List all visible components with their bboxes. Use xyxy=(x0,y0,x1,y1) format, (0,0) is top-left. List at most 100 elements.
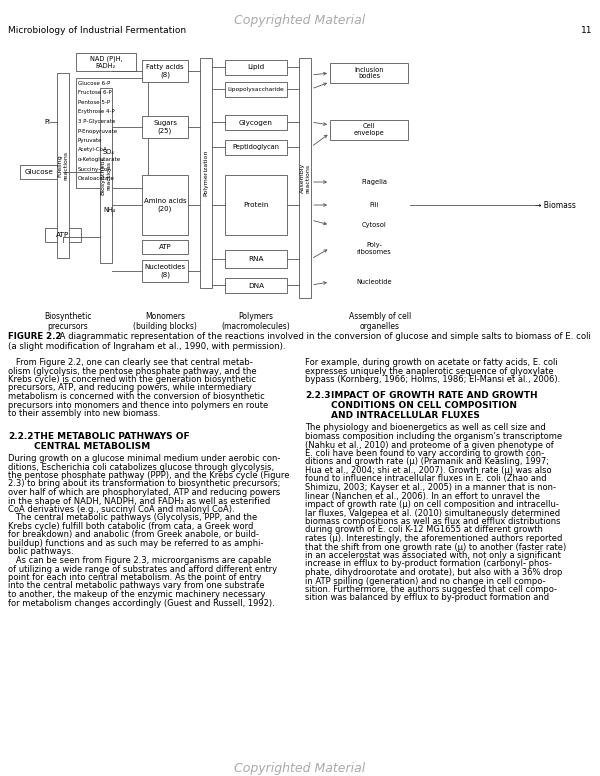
Text: Sugars
(25): Sugars (25) xyxy=(153,120,177,133)
Bar xyxy=(20,165,58,179)
Text: Glycogen: Glycogen xyxy=(239,120,273,126)
Text: α-Ketoglutarate: α-Ketoglutarate xyxy=(78,157,121,162)
Text: 2.3) to bring about its transformation to biosynthetic precursors;: 2.3) to bring about its transformation t… xyxy=(8,480,280,489)
Text: in ATP spilling (generation) and no change in cell compo-: in ATP spilling (generation) and no chan… xyxy=(305,577,545,586)
Text: 2.2.3: 2.2.3 xyxy=(305,392,331,400)
Text: NAD (P)H,
FADH₂: NAD (P)H, FADH₂ xyxy=(89,55,122,69)
Text: metabolism is concerned with the conversion of biosynthetic: metabolism is concerned with the convers… xyxy=(8,392,265,401)
Text: Assembly of cell
organelles: Assembly of cell organelles xyxy=(349,312,411,331)
Text: THE METABOLIC PATHWAYS OF: THE METABOLIC PATHWAYS OF xyxy=(34,432,190,441)
Text: Peptidoglycan: Peptidoglycan xyxy=(233,144,280,151)
Bar xyxy=(299,58,311,298)
Text: 3 P-Glycerate: 3 P-Glycerate xyxy=(78,119,115,124)
Text: sition. Furthermore, the authors suggested that cell compo-: sition. Furthermore, the authors suggest… xyxy=(305,585,557,594)
Text: AND INTRACELLULAR FLUXES: AND INTRACELLULAR FLUXES xyxy=(331,411,480,421)
Text: ATP: ATP xyxy=(56,232,70,238)
Text: precursors, ATP, and reducing powers, while intermediary: precursors, ATP, and reducing powers, wh… xyxy=(8,383,252,393)
Text: Lipid: Lipid xyxy=(247,64,265,71)
Text: RNA: RNA xyxy=(248,256,264,262)
Text: IMPACT OF GROWTH RATE AND GROWTH: IMPACT OF GROWTH RATE AND GROWTH xyxy=(331,392,538,400)
Text: in the shape of NADH, NADPH, and FADH₂ as well as esterified: in the shape of NADH, NADPH, and FADH₂ a… xyxy=(8,497,270,505)
Text: Nucleotides
(8): Nucleotides (8) xyxy=(145,265,185,278)
Text: Fueling
reactions: Fueling reactions xyxy=(58,151,68,180)
Text: rates (μ). Interestingly, the aforementioned authors reported: rates (μ). Interestingly, the aforementi… xyxy=(305,534,562,543)
Text: Hua et al., 2004; shi et al., 2007). Growth rate (μ) was also: Hua et al., 2004; shi et al., 2007). Gro… xyxy=(305,466,551,475)
Text: CENTRAL METABOLISM: CENTRAL METABOLISM xyxy=(34,442,150,451)
Text: the pentose phosphate pathway (PPP), and the Krebs cycle (Figure: the pentose phosphate pathway (PPP), and… xyxy=(8,471,290,480)
Text: (Nahku et al., 2010) and proteome of a given phenotype of: (Nahku et al., 2010) and proteome of a g… xyxy=(305,441,554,449)
Text: for breakdown) and anabolic (from Greek anabole, or build-: for breakdown) and anabolic (from Greek … xyxy=(8,531,259,539)
Bar xyxy=(225,250,287,268)
Bar xyxy=(225,278,287,293)
Text: FIGURE 2.2: FIGURE 2.2 xyxy=(8,332,62,341)
Bar xyxy=(225,60,287,75)
Text: CoA derivatives (e.g., succinyl CoA and malonyl CoA).: CoA derivatives (e.g., succinyl CoA and … xyxy=(8,505,235,514)
Text: lar fluxes, Valgepea et al. (2010) simultaneously determined: lar fluxes, Valgepea et al. (2010) simul… xyxy=(305,508,560,518)
Text: → Biomass: → Biomass xyxy=(535,200,576,210)
Bar xyxy=(330,63,408,83)
Text: Fatty acids
(8): Fatty acids (8) xyxy=(146,64,184,78)
Text: Acetyl-CoA: Acetyl-CoA xyxy=(78,147,108,153)
Text: Polymers
(macromolecules): Polymers (macromolecules) xyxy=(221,312,290,331)
Text: During growth on a glucose minimal medium under aerobic con-: During growth on a glucose minimal mediu… xyxy=(8,454,280,463)
Text: sition was balanced by efflux to by-product formation and: sition was balanced by efflux to by-prod… xyxy=(305,594,549,602)
Text: Cell
envelope: Cell envelope xyxy=(353,123,385,137)
Text: Erythrose 4-P: Erythrose 4-P xyxy=(78,109,115,115)
Text: Monomers
(building blocks): Monomers (building blocks) xyxy=(133,312,197,331)
Text: found to influence intracellular fluxes in E. coli (Zhao and: found to influence intracellular fluxes … xyxy=(305,474,547,483)
Text: Succiny-CoA: Succiny-CoA xyxy=(78,167,112,171)
Bar xyxy=(200,58,212,288)
Text: DNA: DNA xyxy=(248,282,264,289)
Text: Biosynthetic
precursors: Biosynthetic precursors xyxy=(44,312,92,331)
Bar xyxy=(76,53,136,71)
Text: phate, dihydroorotate and orotate), but also with a 36% drop: phate, dihydroorotate and orotate), but … xyxy=(305,568,562,577)
Text: of utilizing a wide range of substrates and afford different entry: of utilizing a wide range of substrates … xyxy=(8,564,277,573)
Bar xyxy=(225,140,287,155)
Text: CONDITIONS ON CELL COMPOSITION: CONDITIONS ON CELL COMPOSITION xyxy=(331,401,517,411)
Text: Protein: Protein xyxy=(244,202,269,208)
Text: precursors into monomers and thence into polymers en route: precursors into monomers and thence into… xyxy=(8,400,268,410)
Text: For example, during growth on acetate or fatty acids, E. coli: For example, during growth on acetate or… xyxy=(305,358,558,367)
Text: bypass (Kornberg, 1966; Holms, 1986; El-Mansi et al., 2006).: bypass (Kornberg, 1966; Holms, 1986; El-… xyxy=(305,375,560,384)
Text: Glucose: Glucose xyxy=(25,169,53,175)
Text: for metabolism changes accordingly (Guest and Russell, 1992).: for metabolism changes accordingly (Gues… xyxy=(8,598,275,608)
Text: buildup) functions and as such may be referred to as amphi-: buildup) functions and as such may be re… xyxy=(8,539,263,548)
Text: Biosynthetic
reactions: Biosynthetic reactions xyxy=(101,156,112,195)
Text: Amino acids
(20): Amino acids (20) xyxy=(143,198,187,212)
Text: during growth of E. coli K-12 MG1655 at different growth: during growth of E. coli K-12 MG1655 at … xyxy=(305,525,543,535)
Text: P-Enopyruvate: P-Enopyruvate xyxy=(78,129,118,133)
Text: The physiology and bioenergetics as well as cell size and: The physiology and bioenergetics as well… xyxy=(305,424,546,432)
Bar xyxy=(76,78,148,188)
Text: impact of growth rate (μ) on cell composition and intracellu-: impact of growth rate (μ) on cell compos… xyxy=(305,500,559,509)
Bar xyxy=(225,115,287,130)
Bar xyxy=(142,175,188,235)
Bar xyxy=(225,175,287,235)
Text: Lipopolysaccharide: Lipopolysaccharide xyxy=(227,87,284,92)
Text: Pili: Pili xyxy=(369,202,379,208)
Text: Assembly
reactions: Assembly reactions xyxy=(299,163,310,193)
Text: Polymerization: Polymerization xyxy=(203,150,209,196)
Text: over half of which are phosphorylated, ATP and reducing powers: over half of which are phosphorylated, A… xyxy=(8,488,280,497)
Bar xyxy=(142,60,188,82)
Text: Pi: Pi xyxy=(44,119,50,125)
Text: Krebs cycle) is concerned with the generation biosynthetic: Krebs cycle) is concerned with the gener… xyxy=(8,375,256,384)
Text: Copyrighted Material: Copyrighted Material xyxy=(235,762,365,775)
Text: Poly-
ribosomes: Poly- ribosomes xyxy=(356,241,391,255)
Text: bolic pathways.: bolic pathways. xyxy=(8,548,74,556)
Text: ditions, Escherichia coli catabolizes glucose through glycolysis,: ditions, Escherichia coli catabolizes gl… xyxy=(8,462,274,472)
Text: From Figure 2.2, one can clearly see that central metab-: From Figure 2.2, one can clearly see tha… xyxy=(8,358,253,367)
Bar xyxy=(57,73,69,258)
Text: Microbiology of Industrial Fermentation: Microbiology of Industrial Fermentation xyxy=(8,26,186,35)
Bar xyxy=(142,240,188,254)
Text: ATP: ATP xyxy=(158,244,172,250)
Bar xyxy=(142,260,188,282)
Bar xyxy=(45,228,81,242)
Text: biomass compositions as well as flux and efflux distributions: biomass compositions as well as flux and… xyxy=(305,517,560,526)
Bar xyxy=(225,82,287,97)
Text: Krebs cycle) fulfill both catabolic (from cata, a Greek word: Krebs cycle) fulfill both catabolic (fro… xyxy=(8,522,253,531)
Text: ditions and growth rate (μ) (Pramanik and Keasling, 1997;: ditions and growth rate (μ) (Pramanik an… xyxy=(305,458,549,466)
Text: As can be seen from Figure 2.3, microorganisms are capable: As can be seen from Figure 2.3, microorg… xyxy=(8,556,271,565)
Text: Pyruvate: Pyruvate xyxy=(78,138,103,143)
Text: to another, the makeup of the enzymic machinery necessary: to another, the makeup of the enzymic ma… xyxy=(8,590,265,599)
Text: Flagella: Flagella xyxy=(361,179,387,185)
